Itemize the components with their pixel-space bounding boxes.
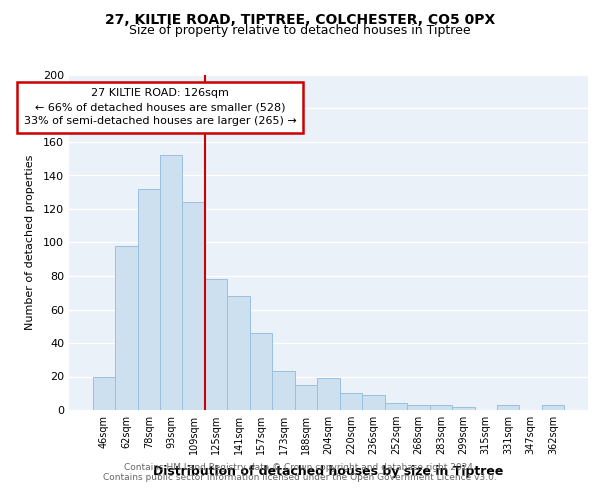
Bar [182, 202, 205, 410]
Text: Contains HM Land Registry data © Crown copyright and database right 2024.: Contains HM Land Registry data © Crown c… [124, 462, 476, 471]
Bar [362, 395, 385, 410]
Text: 27, KILTIE ROAD, TIPTREE, COLCHESTER, CO5 0PX: 27, KILTIE ROAD, TIPTREE, COLCHESTER, CO… [105, 12, 495, 26]
Bar [92, 376, 115, 410]
Bar [115, 246, 137, 410]
Bar [160, 156, 182, 410]
Bar [227, 296, 250, 410]
Bar [137, 189, 160, 410]
Bar [250, 333, 272, 410]
Bar [317, 378, 340, 410]
Bar [542, 405, 565, 410]
Bar [497, 405, 520, 410]
Y-axis label: Number of detached properties: Number of detached properties [25, 155, 35, 330]
Bar [385, 404, 407, 410]
Bar [452, 406, 475, 410]
Bar [407, 405, 430, 410]
Text: 27 KILTIE ROAD: 126sqm
← 66% of detached houses are smaller (528)
33% of semi-de: 27 KILTIE ROAD: 126sqm ← 66% of detached… [23, 88, 296, 126]
Bar [295, 385, 317, 410]
Bar [205, 280, 227, 410]
Bar [272, 372, 295, 410]
Bar [430, 405, 452, 410]
X-axis label: Distribution of detached houses by size in Tiptree: Distribution of detached houses by size … [154, 466, 503, 478]
Text: Contains public sector information licensed under the Open Government Licence v3: Contains public sector information licen… [103, 472, 497, 482]
Bar [340, 393, 362, 410]
Text: Size of property relative to detached houses in Tiptree: Size of property relative to detached ho… [129, 24, 471, 37]
